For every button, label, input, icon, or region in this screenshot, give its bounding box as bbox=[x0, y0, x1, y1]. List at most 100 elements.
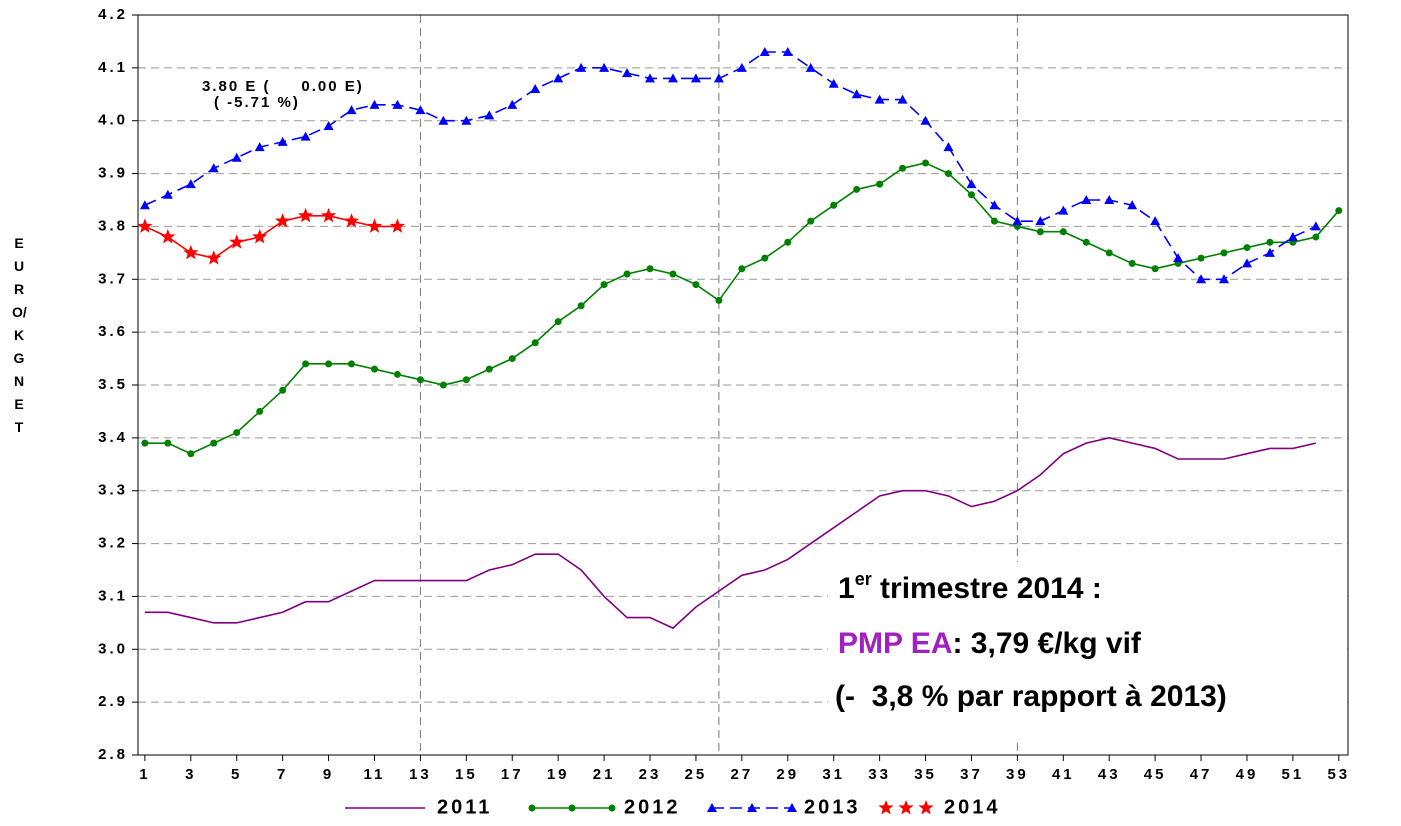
marker bbox=[508, 355, 516, 363]
legend-marker bbox=[918, 800, 934, 815]
x-tick-label: 17 bbox=[501, 766, 524, 783]
marker bbox=[876, 180, 884, 188]
marker bbox=[231, 152, 242, 162]
marker bbox=[599, 62, 610, 72]
y-tick-label: 3.0 bbox=[98, 640, 128, 657]
marker bbox=[485, 365, 493, 373]
marker bbox=[302, 360, 310, 368]
marker bbox=[944, 170, 952, 178]
marker bbox=[943, 142, 954, 152]
marker bbox=[507, 99, 518, 109]
note-sup: er bbox=[855, 569, 872, 589]
marker bbox=[210, 439, 218, 447]
marker bbox=[554, 318, 562, 326]
marker bbox=[1082, 238, 1090, 246]
x-tick-label: 5 bbox=[231, 766, 242, 783]
marker bbox=[137, 218, 153, 233]
marker bbox=[139, 200, 150, 210]
marker bbox=[669, 270, 677, 278]
marker bbox=[1150, 216, 1161, 226]
legend-label: 2011 bbox=[437, 796, 492, 818]
marker bbox=[141, 439, 149, 447]
marker bbox=[553, 73, 564, 83]
x-tick-label: 35 bbox=[914, 766, 937, 783]
note-line: (- 3,8 % par rapport à 2013) bbox=[835, 680, 1227, 713]
x-tick-label: 47 bbox=[1190, 766, 1213, 783]
legend-marker bbox=[747, 803, 757, 812]
marker bbox=[530, 84, 541, 93]
x-tick-label: 23 bbox=[639, 766, 662, 783]
x-tick-label: 45 bbox=[1144, 766, 1167, 783]
marker bbox=[1012, 216, 1023, 226]
x-tick-label: 7 bbox=[277, 766, 288, 783]
x-tick-label: 9 bbox=[323, 766, 334, 783]
marker bbox=[1128, 259, 1136, 267]
annotation: 3.80 E ( 0.00 E) bbox=[202, 78, 364, 95]
marker bbox=[922, 159, 930, 167]
marker bbox=[1219, 274, 1230, 284]
marker bbox=[484, 110, 495, 120]
x-tick-label: 39 bbox=[1006, 766, 1029, 783]
marker bbox=[623, 270, 631, 278]
marker bbox=[321, 207, 337, 223]
marker bbox=[577, 302, 585, 310]
marker bbox=[531, 339, 539, 347]
marker bbox=[1264, 247, 1275, 257]
marker bbox=[690, 73, 701, 83]
x-tick-label: 15 bbox=[455, 766, 478, 783]
marker bbox=[254, 142, 265, 152]
legend-label: 2012 bbox=[624, 796, 681, 818]
legend-marker bbox=[707, 803, 717, 812]
x-tick-label: 51 bbox=[1282, 766, 1305, 783]
marker bbox=[989, 200, 1000, 210]
marker bbox=[392, 99, 403, 109]
legend-label: 2013 bbox=[804, 796, 861, 818]
marker bbox=[462, 376, 470, 384]
marker bbox=[805, 62, 816, 72]
marker bbox=[782, 47, 793, 56]
x-tick-label: 33 bbox=[868, 766, 891, 783]
plot-frame bbox=[137, 14, 1349, 756]
note-text: 1 bbox=[838, 572, 855, 605]
marker bbox=[164, 439, 172, 447]
marker bbox=[1059, 228, 1067, 236]
note-background bbox=[828, 562, 1347, 742]
marker bbox=[622, 68, 633, 78]
y-tick-label: 3.7 bbox=[98, 270, 128, 287]
marker bbox=[348, 360, 356, 368]
marker bbox=[807, 217, 815, 225]
marker bbox=[1266, 238, 1274, 246]
marker bbox=[370, 365, 378, 373]
legend-marker bbox=[528, 804, 536, 812]
marker bbox=[645, 73, 656, 83]
marker bbox=[761, 254, 769, 262]
marker bbox=[667, 73, 678, 83]
marker bbox=[1287, 232, 1298, 241]
marker bbox=[300, 131, 311, 141]
legend-marker bbox=[787, 803, 797, 812]
legend-label: 2014 bbox=[944, 796, 1001, 818]
marker bbox=[389, 218, 406, 233]
marker bbox=[438, 115, 449, 125]
marker bbox=[298, 207, 314, 223]
marker bbox=[323, 121, 334, 130]
note-line: PMP EA: 3,79 €/kg vif bbox=[838, 627, 1142, 660]
y-tick-label: 3.2 bbox=[98, 535, 128, 552]
series-line bbox=[144, 437, 1317, 630]
marker bbox=[277, 136, 288, 146]
marker bbox=[990, 217, 998, 225]
marker bbox=[692, 281, 700, 289]
legend-marker bbox=[568, 804, 576, 812]
y-tick-label: 2.8 bbox=[98, 746, 128, 763]
y-tick-label: 3.6 bbox=[98, 323, 128, 340]
marker bbox=[830, 201, 838, 209]
y-tick-label: 4.1 bbox=[98, 59, 128, 76]
y-tick-label: 3.8 bbox=[98, 217, 128, 234]
marker bbox=[206, 250, 222, 265]
series-line bbox=[144, 162, 1340, 455]
y-tick-label: 3.5 bbox=[98, 376, 128, 393]
legend-marker bbox=[898, 800, 914, 815]
marker bbox=[233, 429, 241, 437]
